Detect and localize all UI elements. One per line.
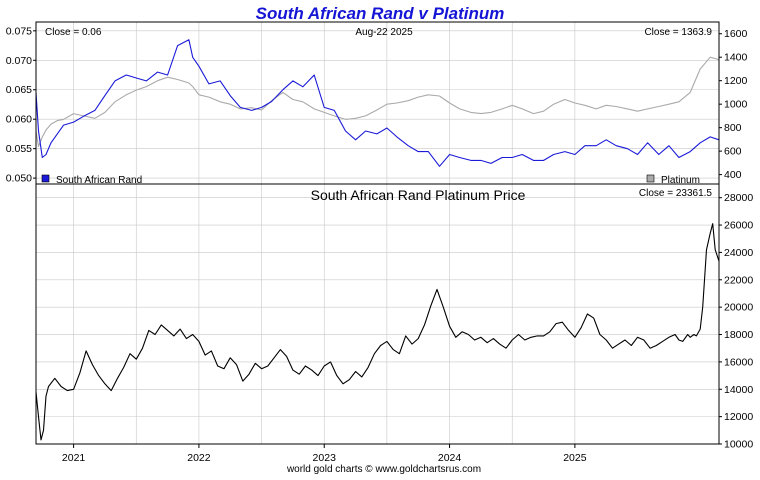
- chart-title: South African Rand v Platinum: [256, 4, 505, 23]
- bottom-right-tick-label: 10000: [724, 439, 753, 451]
- bottom-right-tick-label: 20000: [724, 302, 753, 314]
- bottom-right-tick-label: 12000: [724, 411, 753, 423]
- bottom-x-tick-label: 2023: [313, 452, 337, 464]
- top-date-label: Aug-22 2025: [355, 27, 413, 38]
- top-right-tick-label: 1200: [724, 75, 748, 87]
- top-close-left: Close = 0.06: [45, 27, 102, 38]
- top-left-tick-label: 0.075: [6, 25, 32, 37]
- top-right-tick-label: 400: [724, 169, 742, 181]
- top-right-tick-label: 1400: [724, 52, 748, 64]
- legend-rand-label: South African Rand: [56, 175, 142, 186]
- rand-series-line: [35, 39, 720, 167]
- bottom-x-tick-label: 2024: [438, 452, 462, 464]
- bottom-panel-title: South African Rand Platinum Price: [311, 187, 526, 203]
- top-panel-series: [35, 39, 720, 167]
- footer-credit: world gold charts © www.goldchartsrus.co…: [286, 464, 481, 475]
- legend-platinum-swatch: [646, 174, 655, 183]
- top-panel-frame: [35, 21, 720, 185]
- top-panel-grid: [36, 22, 719, 184]
- top-left-tick-label: 0.055: [6, 143, 32, 155]
- top-close-right: Close = 1363.9: [644, 27, 712, 38]
- top-right-axis: 400 600 800 1000 1200 1400 1600: [719, 28, 748, 181]
- bottom-right-axis: 10000 12000 14000 16000 18000 20000 22000 24000…: [719, 192, 753, 451]
- bottom-right-tick-label: 26000: [724, 220, 753, 232]
- top-left-tick-label: 0.060: [6, 114, 32, 126]
- bottom-right-tick-label: 28000: [724, 192, 753, 204]
- bottom-panel-series: [35, 223, 720, 441]
- top-right-tick-label: 1600: [724, 28, 748, 40]
- bottom-panel-frame: [35, 183, 720, 445]
- bottom-panel-grid: [36, 184, 719, 444]
- rand-platinum-price-line: [35, 223, 720, 441]
- bottom-right-tick-label: 24000: [724, 247, 753, 259]
- bottom-right-tick-label: 22000: [724, 274, 753, 286]
- top-right-tick-label: 1000: [724, 99, 748, 111]
- top-left-tick-label: 0.070: [6, 55, 32, 67]
- bottom-right-tick-label: 18000: [724, 329, 753, 341]
- legend-platinum-label: Platinum: [661, 175, 700, 186]
- bottom-x-tick-label: 2021: [62, 452, 86, 464]
- top-left-tick-label: 0.050: [6, 173, 32, 185]
- bottom-x-axis: 2021 2022 2023 2024 2025: [62, 444, 587, 464]
- top-left-axis: 0.050 0.055 0.060 0.065 0.070 0.075: [6, 25, 36, 185]
- top-right-tick-label: 800: [724, 122, 742, 134]
- platinum-series-line: [35, 56, 720, 147]
- bottom-right-tick-label: 14000: [724, 384, 753, 396]
- bottom-x-tick-label: 2025: [563, 452, 587, 464]
- legend-rand-swatch: [41, 174, 50, 183]
- top-left-tick-label: 0.065: [6, 84, 32, 96]
- bottom-close-right: Close = 23361.5: [639, 188, 713, 199]
- top-right-tick-label: 600: [724, 146, 742, 158]
- bottom-x-tick-label: 2022: [187, 452, 211, 464]
- bottom-right-tick-label: 16000: [724, 356, 753, 368]
